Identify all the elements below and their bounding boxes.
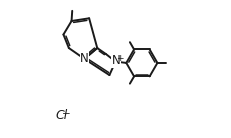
Text: N: N [112, 54, 121, 67]
Text: N: N [80, 52, 89, 65]
Text: −: − [62, 109, 71, 119]
Text: Cl: Cl [55, 109, 68, 122]
Text: +: + [116, 54, 124, 63]
